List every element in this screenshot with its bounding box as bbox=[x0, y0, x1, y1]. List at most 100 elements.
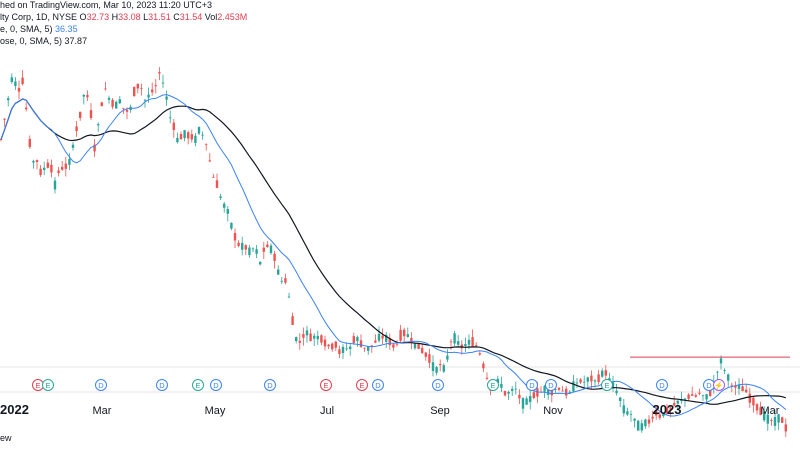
high-value: 33.08 bbox=[118, 12, 141, 22]
candle-body bbox=[223, 203, 226, 208]
marker-circle bbox=[545, 379, 557, 391]
split-marker[interactable]: ⚡ bbox=[713, 379, 725, 391]
candle-body bbox=[741, 386, 744, 392]
candle-body bbox=[367, 346, 370, 351]
candle-body bbox=[781, 417, 784, 423]
candle-body bbox=[338, 349, 341, 355]
candle-body bbox=[701, 395, 705, 397]
candle-body bbox=[154, 85, 157, 87]
marker-label: D bbox=[529, 381, 535, 390]
dividend-marker[interactable]: D bbox=[264, 379, 276, 391]
marker-label: E bbox=[323, 381, 328, 390]
dividend-marker[interactable]: D bbox=[372, 379, 384, 391]
candle-body bbox=[629, 414, 633, 416]
candle-body bbox=[719, 358, 723, 364]
dividend-marker[interactable]: D bbox=[545, 379, 557, 391]
candle-body bbox=[604, 370, 607, 376]
candle-body bbox=[575, 382, 579, 384]
candle-body bbox=[777, 414, 780, 423]
candle-body bbox=[431, 362, 435, 371]
candle-body bbox=[205, 143, 208, 145]
ma-fast-line bbox=[0, 94, 787, 417]
marker-circle bbox=[656, 379, 668, 391]
candle-body bbox=[100, 102, 103, 107]
candle-body bbox=[302, 334, 305, 338]
candle-body bbox=[179, 133, 183, 140]
candle-body bbox=[503, 391, 507, 396]
candle-body bbox=[356, 337, 359, 342]
marker-circle bbox=[356, 379, 368, 391]
candle-body bbox=[676, 400, 679, 404]
marker-label: D bbox=[435, 381, 441, 390]
candle-body bbox=[619, 397, 622, 401]
candle-body bbox=[115, 101, 118, 109]
x-tick-label: Sep bbox=[430, 405, 450, 417]
candle-body bbox=[766, 414, 769, 424]
candle-body bbox=[107, 97, 111, 100]
header-line-4[interactable]: ose, 0, SMA, 5) 37.87 bbox=[0, 36, 87, 47]
marker-label: D bbox=[159, 381, 165, 390]
earnings-marker[interactable]: E bbox=[42, 379, 54, 391]
candle-body bbox=[14, 81, 17, 87]
candle-body bbox=[165, 96, 168, 100]
dividend-marker[interactable]: D bbox=[210, 379, 222, 391]
marker-circle bbox=[264, 379, 276, 391]
marker-label: ⚡ bbox=[714, 381, 723, 390]
marker-circle bbox=[487, 379, 499, 391]
candle-body bbox=[79, 111, 82, 118]
candle-body bbox=[568, 391, 571, 393]
candle-body bbox=[287, 296, 291, 298]
candle-body bbox=[745, 389, 748, 393]
marker-label: D bbox=[213, 381, 219, 390]
earnings-marker[interactable]: E bbox=[356, 379, 368, 391]
earnings-marker[interactable]: E bbox=[32, 379, 44, 391]
candle-body bbox=[737, 384, 741, 389]
dividend-marker[interactable]: D bbox=[95, 379, 107, 391]
earnings-marker[interactable]: E bbox=[320, 379, 332, 391]
candle-body bbox=[201, 134, 204, 136]
candle-body bbox=[197, 127, 201, 134]
dividend-marker[interactable]: D bbox=[656, 379, 668, 391]
candle-body bbox=[601, 370, 604, 377]
candle-body bbox=[399, 329, 402, 341]
candle-body bbox=[377, 333, 381, 341]
dividend-marker[interactable]: D bbox=[432, 379, 444, 391]
candle-body bbox=[435, 367, 438, 373]
x-tick-label: Nov bbox=[543, 405, 563, 417]
earnings-marker[interactable]: E bbox=[487, 379, 499, 391]
earnings-marker[interactable]: E bbox=[601, 379, 613, 391]
candle-body bbox=[565, 388, 568, 396]
candle-body bbox=[323, 339, 327, 347]
x-tick-label: Mar bbox=[93, 405, 112, 417]
candle-body bbox=[140, 87, 143, 89]
dividend-marker[interactable]: D bbox=[703, 379, 715, 391]
candle-body bbox=[471, 337, 474, 347]
dividend-marker[interactable]: D bbox=[526, 379, 538, 391]
candle-body bbox=[529, 396, 532, 403]
candle-body bbox=[374, 340, 377, 343]
candle-body bbox=[593, 380, 597, 382]
candle-body bbox=[633, 418, 636, 421]
candle-body bbox=[478, 353, 481, 355]
marker-circle bbox=[372, 379, 384, 391]
candle-body bbox=[421, 347, 424, 353]
candle-body bbox=[482, 363, 485, 369]
candle-body bbox=[266, 244, 269, 248]
marker-circle bbox=[432, 379, 444, 391]
candle-body bbox=[161, 82, 165, 84]
marker-circle bbox=[42, 379, 54, 391]
candle-body bbox=[230, 222, 233, 229]
dividend-marker[interactable]: D bbox=[156, 379, 168, 391]
candle-body bbox=[655, 410, 658, 416]
candle-body bbox=[730, 384, 733, 386]
candle-body bbox=[25, 107, 28, 110]
candle-body bbox=[233, 233, 237, 241]
candle-body bbox=[507, 391, 510, 394]
ma-fast-label: e, 0, SMA, 5) bbox=[0, 24, 53, 34]
header-line-3[interactable]: e, 0, SMA, 5) 36.35 bbox=[0, 24, 78, 35]
candle-body bbox=[97, 124, 100, 126]
earnings-marker[interactable]: E bbox=[192, 379, 204, 391]
candle-body bbox=[727, 374, 730, 381]
x-tick-label: May bbox=[205, 405, 226, 417]
